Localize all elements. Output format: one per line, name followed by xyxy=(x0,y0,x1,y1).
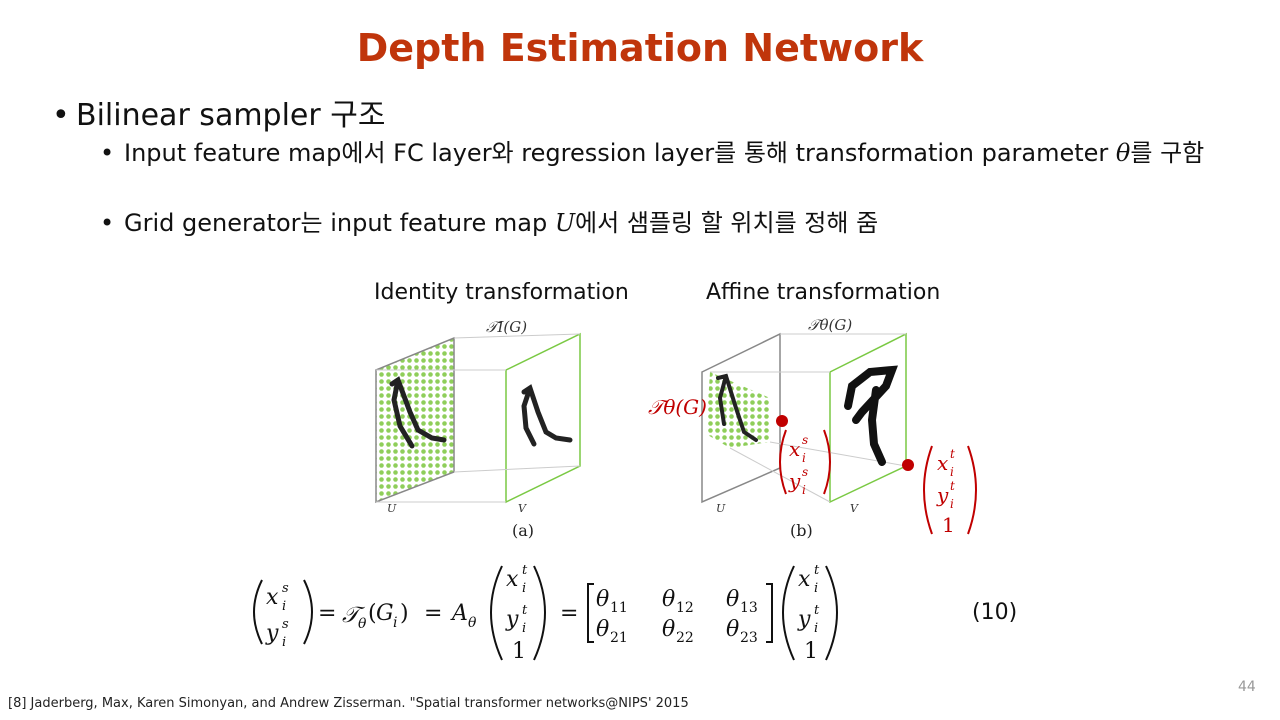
svg-text:θ: θ xyxy=(596,617,609,642)
svg-text:θ: θ xyxy=(662,587,675,612)
sub-bullet-theta: • Input feature map에서 FC layer와 regressio… xyxy=(100,138,1220,168)
svg-text:21: 21 xyxy=(610,630,628,646)
source-coord-vector: x si y si xyxy=(779,429,831,497)
svg-text:13: 13 xyxy=(740,600,758,616)
output-map-V-b xyxy=(829,332,907,504)
svg-text:i: i xyxy=(802,483,806,497)
svg-text:x: x xyxy=(798,567,811,592)
sub-bullet-text-end: 를 구함 xyxy=(1130,139,1205,167)
sub-bullet-text-end: 에서 샘플링 할 위치를 정해 줌 xyxy=(575,209,879,237)
svg-text:x: x xyxy=(506,567,519,592)
sub-bullet-grid-generator: • Grid generator는 input feature map U에서 샘… xyxy=(100,208,1220,238)
footnote-reference: [8] Jaderberg, Max, Karen Simonyan, and … xyxy=(8,696,689,711)
svg-text:): ) xyxy=(400,601,409,626)
svg-text:22: 22 xyxy=(676,630,694,646)
svg-text:θ: θ xyxy=(726,617,739,642)
theta-symbol: θ xyxy=(1115,139,1131,167)
source-point xyxy=(776,415,788,427)
svg-text:y: y xyxy=(936,483,949,507)
page-number: 44 xyxy=(1238,679,1256,695)
svg-text:t: t xyxy=(522,603,528,618)
digit-input-b xyxy=(716,373,758,442)
svg-text:12: 12 xyxy=(676,600,694,616)
svg-text:s: s xyxy=(282,617,289,632)
svg-text:s: s xyxy=(802,433,808,447)
svg-text:=: = xyxy=(318,601,336,626)
slide-title: Depth Estimation Network xyxy=(356,26,924,70)
svg-text:θ: θ xyxy=(596,587,609,612)
svg-text:i: i xyxy=(522,581,526,596)
u-label-a: U xyxy=(387,502,397,515)
svg-text:G: G xyxy=(376,601,394,626)
svg-text:i: i xyxy=(393,615,397,631)
svg-text:i: i xyxy=(950,465,954,479)
v-label-b: V xyxy=(850,502,859,515)
svg-text:y: y xyxy=(505,607,519,632)
svg-text:i: i xyxy=(282,599,286,614)
svg-text:1: 1 xyxy=(942,513,955,537)
svg-text:y: y xyxy=(797,607,811,632)
svg-text:t: t xyxy=(814,563,820,578)
digit-output xyxy=(521,384,573,447)
svg-text:y: y xyxy=(788,469,801,493)
target-point xyxy=(902,459,914,471)
affine-figure: 𝒯θ(G) 𝒯θ(G) U V (b) x si y si x ti y ti 1 xyxy=(648,316,977,540)
svg-text:s: s xyxy=(802,465,808,479)
digit-input xyxy=(389,376,447,449)
svg-text:i: i xyxy=(522,621,526,636)
affine-label: Affine transformation xyxy=(706,280,941,305)
svg-text:1: 1 xyxy=(804,639,818,664)
svg-text:i: i xyxy=(814,581,818,596)
svg-text:11: 11 xyxy=(610,600,628,616)
svg-text:t: t xyxy=(522,563,528,578)
svg-text:x: x xyxy=(937,451,948,475)
svg-text:θ: θ xyxy=(662,617,675,642)
red-t-theta-label: 𝒯θ(G) xyxy=(648,395,707,419)
svg-text:=: = xyxy=(560,601,578,626)
svg-text:θ: θ xyxy=(358,616,367,632)
bullet-dot: • xyxy=(100,209,115,237)
svg-text:23: 23 xyxy=(740,630,758,646)
digit-output-b xyxy=(844,365,898,466)
caption-b: (b) xyxy=(790,521,813,540)
svg-text:t: t xyxy=(950,447,955,461)
bullet-text: Bilinear sampler 구조 xyxy=(76,98,386,133)
identity-figure: 𝒯I(G) U V (a) xyxy=(375,318,581,540)
t-theta-label: 𝒯θ(G) xyxy=(808,316,852,334)
svg-text:y: y xyxy=(265,621,279,646)
svg-text:x: x xyxy=(789,437,800,461)
svg-text:=: = xyxy=(424,601,442,626)
svg-text:s: s xyxy=(282,581,289,596)
target-coord-vector: x ti y ti 1 xyxy=(923,445,977,537)
caption-a: (a) xyxy=(512,521,534,540)
bullet-dot: • xyxy=(52,98,70,133)
u-label-b: U xyxy=(716,502,726,515)
svg-text:(: ( xyxy=(368,601,377,626)
identity-label: Identity transformation xyxy=(374,280,629,305)
u-symbol: U xyxy=(554,209,576,237)
bullet-bilinear-sampler: • Bilinear sampler 구조 xyxy=(52,90,385,134)
svg-text:i: i xyxy=(814,621,818,636)
svg-text:A: A xyxy=(450,601,468,626)
t-identity-label: 𝒯I(G) xyxy=(486,318,527,336)
equation-number: (10) xyxy=(972,600,1018,625)
bullet-dot: • xyxy=(100,139,115,167)
svg-text:1: 1 xyxy=(512,639,526,664)
sub-bullet-text: Grid generator는 input feature map xyxy=(124,209,555,237)
svg-text:i: i xyxy=(950,497,954,511)
svg-text:θ: θ xyxy=(726,587,739,612)
svg-text:i: i xyxy=(282,635,286,650)
svg-text:i: i xyxy=(802,451,806,465)
svg-text:θ: θ xyxy=(468,615,477,631)
v-label-a: V xyxy=(518,502,527,515)
svg-text:t: t xyxy=(814,603,820,618)
sub-bullet-text: Input feature map에서 FC layer와 regression… xyxy=(124,139,1116,167)
svg-text:t: t xyxy=(950,479,955,493)
svg-text:x: x xyxy=(266,585,279,610)
